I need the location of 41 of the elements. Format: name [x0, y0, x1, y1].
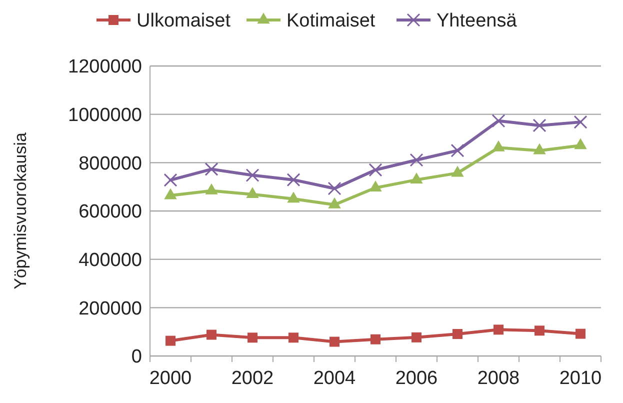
point — [574, 115, 588, 129]
point — [410, 153, 424, 167]
point — [204, 162, 218, 176]
point — [286, 173, 300, 187]
y-tick-label: 400000 — [78, 250, 142, 271]
point — [412, 332, 422, 342]
point — [494, 324, 504, 335]
y-tick-label: 1200000 — [68, 56, 142, 78]
point — [287, 192, 300, 203]
y-tick-label: 600000 — [78, 202, 142, 223]
point — [534, 326, 544, 336]
point — [370, 334, 380, 344]
x-tick-label: 2004 — [313, 368, 356, 389]
y-tick-label: 0 — [131, 346, 142, 368]
x-tick-label: 2008 — [477, 368, 520, 389]
point — [532, 118, 546, 132]
legend-label: Ulkomaiset — [136, 10, 232, 32]
point — [248, 332, 258, 343]
x-tick-label: 2006 — [395, 368, 438, 389]
x-tick-label: 2000 — [149, 368, 192, 389]
point — [330, 336, 340, 347]
point — [452, 329, 462, 340]
point — [576, 328, 586, 339]
point — [492, 114, 506, 128]
y-tick-label: 800000 — [78, 153, 142, 174]
point — [166, 336, 176, 346]
legend-label: Yhteensä — [436, 10, 518, 32]
point — [206, 330, 216, 340]
y-axis-title: Yöpymisvuorokausia — [11, 132, 30, 290]
y-tick-label: 1000000 — [68, 104, 142, 126]
point — [450, 144, 464, 158]
x-tick-label: 2010 — [559, 368, 602, 389]
y-tick-label: 200000 — [78, 298, 142, 320]
point — [246, 168, 260, 182]
legend-label: Kotimaiset — [286, 10, 376, 32]
point — [574, 138, 587, 150]
point — [288, 332, 298, 343]
point — [368, 163, 382, 177]
x-tick-label: 2002 — [231, 368, 274, 389]
point — [328, 182, 342, 196]
point — [164, 173, 178, 187]
